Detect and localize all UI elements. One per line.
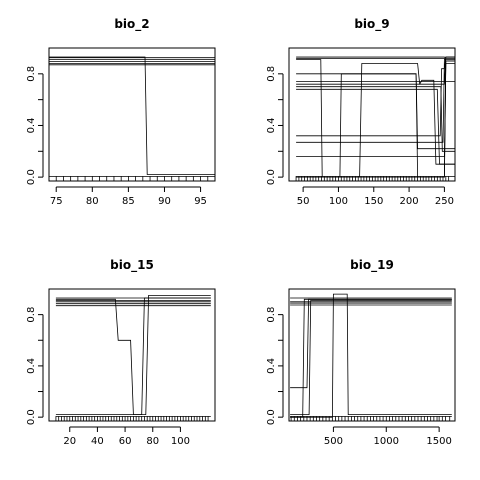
y-tick-label: 0.4: [26, 358, 37, 374]
y-tick-label: 0.0: [266, 409, 277, 425]
series-group: [290, 293, 452, 421]
series-line-4: [290, 293, 452, 418]
series-line-0: [296, 56, 455, 59]
x-tick-label: 200: [400, 196, 419, 207]
x-tick-label: 90: [158, 196, 171, 207]
y-tick-label: 0.4: [26, 118, 37, 134]
plot-frame: [48, 47, 216, 182]
series-line-2: [290, 298, 452, 389]
x-tick-label: 100: [171, 436, 190, 447]
series-group: [55, 295, 211, 421]
panel-title: bio_9: [354, 17, 389, 32]
y-tick-label: 0.8: [266, 307, 277, 323]
x-tick-label: 1000: [374, 436, 399, 447]
series-line-0: [55, 295, 211, 415]
x-tick-label: 80: [146, 436, 159, 447]
series-line-2: [296, 59, 455, 178]
series-line-1: [290, 298, 452, 418]
series-line-8: [296, 86, 455, 152]
y-tick-label: 0.4: [266, 118, 277, 134]
panel-bio_15: bio_15 20 40 60 80 100 0.0 0.4 0.8: [26, 258, 216, 447]
x-tick-label: 95: [194, 196, 207, 207]
series-line-10: [296, 56, 455, 137]
y-tick-label: 0.0: [266, 169, 277, 185]
y-tick-label: 0.4: [266, 358, 277, 374]
y-tick-label: 0.0: [26, 169, 37, 185]
x-tick-label: 250: [435, 196, 454, 207]
plot-frame: [288, 288, 456, 422]
plot-frame: [48, 288, 216, 422]
panel-bio_9: bio_9 50 100 150 200 250 0.0 0.4 0.8: [266, 17, 456, 207]
series-group: [295, 56, 455, 181]
series-line-7: [296, 79, 455, 165]
series-line-4: [296, 56, 455, 178]
series-line-11: [296, 59, 455, 143]
x-tick-label: 20: [63, 436, 76, 447]
x-tick-label: 40: [91, 436, 104, 447]
series-line-3: [290, 300, 452, 415]
series-line-12: [296, 60, 455, 157]
x-tick-label: 60: [119, 436, 132, 447]
series-line-3: [296, 60, 455, 178]
x-tick-label: 100: [329, 196, 348, 207]
y-tick-label: 0.8: [26, 66, 37, 82]
x-tick-label: 75: [50, 196, 63, 207]
y-tick-label: 0.0: [26, 409, 37, 425]
series-line-0: [49, 56, 215, 175]
series-line-9: [296, 88, 455, 165]
plot-frame: [288, 47, 456, 182]
x-tick-label: 150: [364, 196, 383, 207]
y-tick-label: 0.8: [26, 307, 37, 323]
series-line-5: [296, 73, 455, 150]
panel-title: bio_15: [110, 258, 154, 273]
x-tick-label: 500: [324, 436, 343, 447]
panel-bio_19: bio_19 500 1000 1500 0.0 0.4 0.8: [266, 258, 456, 447]
y-tick-label: 0.8: [266, 66, 277, 82]
panel-title: bio_19: [350, 258, 394, 273]
panel-bio_2: bio_2 75 80 85 90 95 0.0 0.4 0.8: [26, 17, 216, 207]
x-tick-label: 50: [297, 196, 310, 207]
panel-title: bio_2: [114, 17, 149, 32]
series-group: [49, 56, 215, 181]
x-tick-label: 1500: [426, 436, 451, 447]
x-tick-label: 80: [86, 196, 99, 207]
series-line-6: [55, 297, 211, 415]
x-tick-label: 85: [122, 196, 135, 207]
